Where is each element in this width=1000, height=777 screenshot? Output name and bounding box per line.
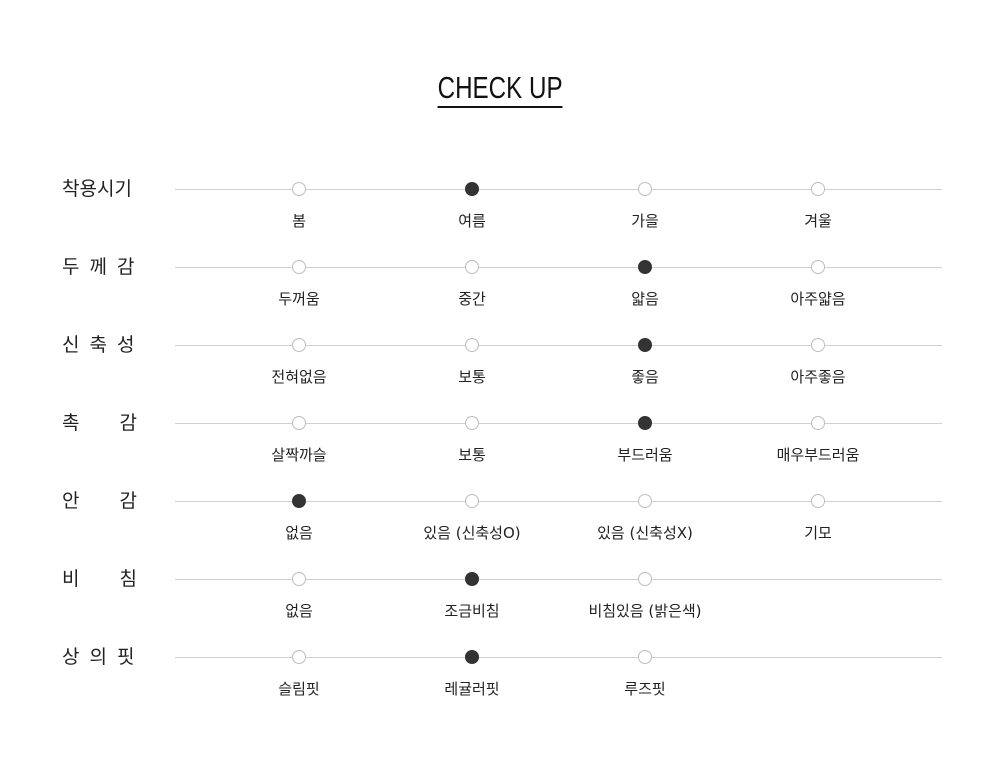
row-divider-line <box>175 579 942 580</box>
option-label: 있음 (신축성O) <box>423 524 521 542</box>
option-label: 아주얇음 <box>790 290 846 308</box>
option-label: 부드러움 <box>617 446 673 464</box>
option-label: 루즈핏 <box>624 680 666 698</box>
radio-unselected[interactable] <box>811 416 825 430</box>
option-label: 레귤러핏 <box>444 680 500 698</box>
row-divider-line <box>175 267 942 268</box>
row-label: 신축성 <box>62 334 145 356</box>
radio-unselected[interactable] <box>811 182 825 196</box>
row-label: 상의핏 <box>62 646 145 668</box>
radio-unselected[interactable] <box>292 338 306 352</box>
option-label: 얇음 <box>631 290 659 308</box>
check-up-heading: CHECK UP <box>437 70 563 108</box>
option-label: 좋음 <box>631 368 659 386</box>
option-label: 조금비침 <box>444 602 500 620</box>
radio-unselected[interactable] <box>292 572 306 586</box>
option-label: 있음 (신축성X) <box>597 524 693 542</box>
radio-selected[interactable] <box>465 182 479 196</box>
option-label: 보통 <box>458 446 486 464</box>
radio-unselected[interactable] <box>292 260 306 274</box>
row-label: 안감 <box>62 490 177 512</box>
option-label: 기모 <box>804 524 832 542</box>
radio-unselected[interactable] <box>465 416 479 430</box>
radio-selected[interactable] <box>292 494 306 508</box>
radio-selected[interactable] <box>638 260 652 274</box>
radio-unselected[interactable] <box>638 494 652 508</box>
option-label: 슬림핏 <box>278 680 320 698</box>
option-label: 겨울 <box>804 212 832 230</box>
option-label: 중간 <box>458 290 486 308</box>
option-label: 봄 <box>292 212 306 230</box>
row-label: 착용시기 <box>62 178 132 200</box>
radio-unselected[interactable] <box>292 416 306 430</box>
row-divider-line <box>175 657 942 658</box>
row-divider-line <box>175 345 942 346</box>
row-label: 촉감 <box>62 412 177 434</box>
row-divider-line <box>175 501 942 502</box>
row-divider-line <box>175 189 942 190</box>
radio-unselected[interactable] <box>811 338 825 352</box>
radio-unselected[interactable] <box>638 650 652 664</box>
radio-selected[interactable] <box>465 572 479 586</box>
row-label: 비침 <box>62 568 177 590</box>
option-label: 전혀없음 <box>271 368 327 386</box>
option-label: 없음 <box>285 524 313 542</box>
radio-unselected[interactable] <box>465 494 479 508</box>
option-label: 여름 <box>458 212 486 230</box>
option-label: 비침있음 (밝은색) <box>588 602 702 620</box>
option-label: 두꺼움 <box>278 290 320 308</box>
radio-unselected[interactable] <box>638 182 652 196</box>
row-divider-line <box>175 423 942 424</box>
radio-unselected[interactable] <box>811 494 825 508</box>
radio-unselected[interactable] <box>292 650 306 664</box>
radio-unselected[interactable] <box>292 182 306 196</box>
radio-unselected[interactable] <box>638 572 652 586</box>
radio-unselected[interactable] <box>811 260 825 274</box>
option-label: 없음 <box>285 602 313 620</box>
option-label: 살짝까슬 <box>271 446 327 464</box>
row-label: 두께감 <box>62 256 145 278</box>
radio-selected[interactable] <box>638 338 652 352</box>
section-title: CHECK UP <box>0 70 1000 108</box>
radio-unselected[interactable] <box>465 338 479 352</box>
radio-unselected[interactable] <box>465 260 479 274</box>
option-label: 가을 <box>631 212 659 230</box>
radio-selected[interactable] <box>638 416 652 430</box>
option-label: 보통 <box>458 368 486 386</box>
option-label: 아주좋음 <box>790 368 846 386</box>
radio-selected[interactable] <box>465 650 479 664</box>
option-label: 매우부드러움 <box>776 446 860 464</box>
